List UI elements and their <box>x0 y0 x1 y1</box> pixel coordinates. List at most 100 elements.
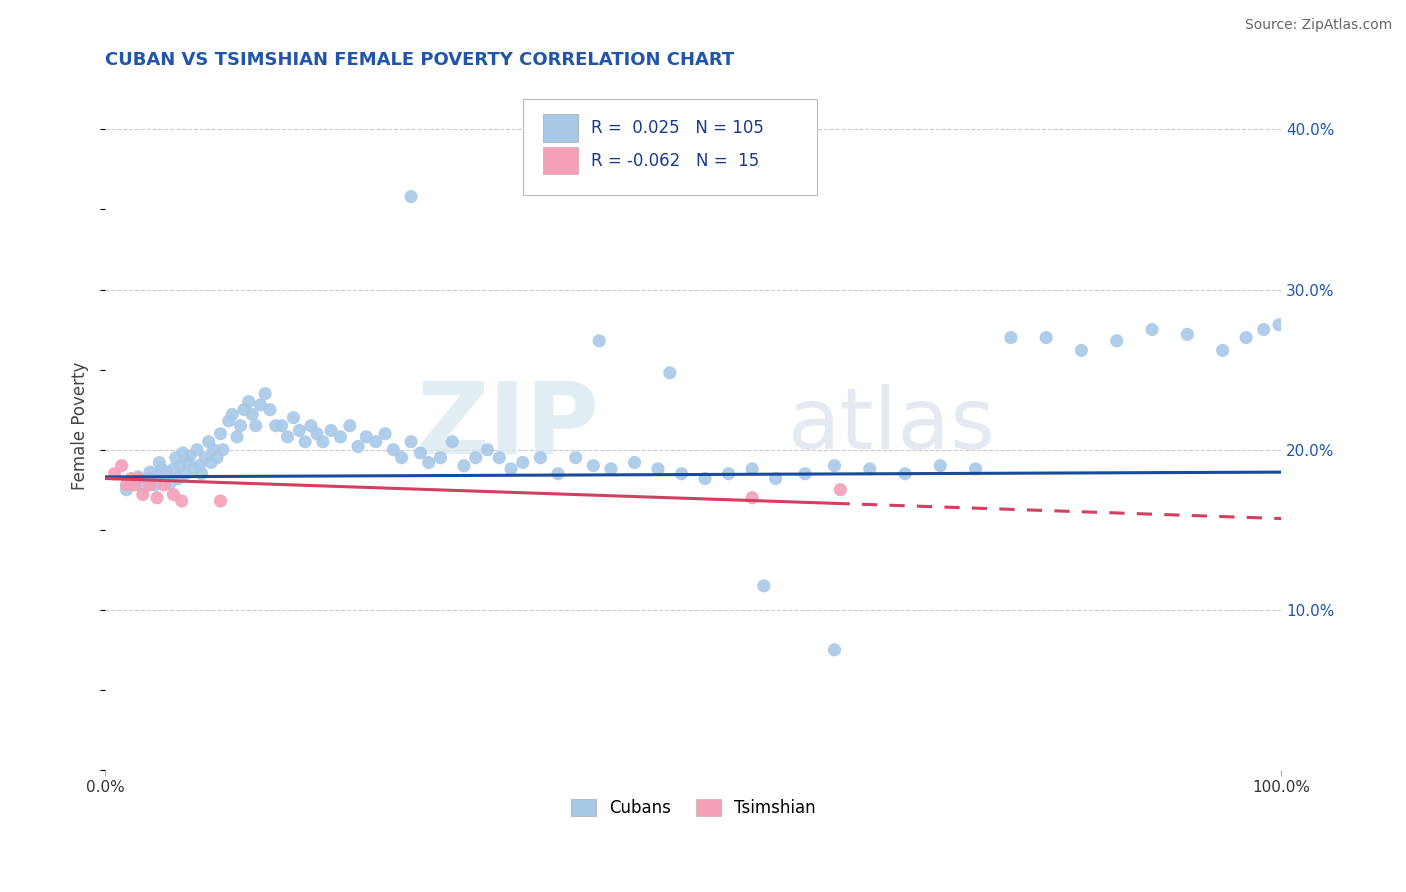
Point <box>312 434 335 449</box>
Point <box>132 481 155 495</box>
Point <box>717 467 740 481</box>
Point <box>249 398 271 412</box>
Point <box>238 394 260 409</box>
Bar <box>543 114 578 142</box>
Point <box>1268 318 1291 332</box>
Point <box>226 430 249 444</box>
Point <box>1175 327 1198 342</box>
Point <box>418 456 440 470</box>
Point <box>588 334 610 348</box>
Text: Source: ZipAtlas.com: Source: ZipAtlas.com <box>1244 18 1392 32</box>
Point <box>165 450 187 465</box>
Point <box>305 426 328 441</box>
Point <box>429 450 451 465</box>
Point <box>299 418 322 433</box>
Point <box>1035 330 1057 344</box>
Point <box>124 478 146 492</box>
Point <box>136 471 159 485</box>
Point <box>1234 330 1257 344</box>
Point <box>409 446 432 460</box>
Point <box>741 462 763 476</box>
Point <box>399 189 422 203</box>
Point <box>194 450 217 465</box>
Point <box>1212 343 1234 358</box>
Point <box>162 462 184 476</box>
Point <box>582 458 605 473</box>
Point <box>319 424 342 438</box>
Point <box>179 449 201 463</box>
Point <box>1253 322 1275 336</box>
Point <box>441 434 464 449</box>
Point <box>382 442 405 457</box>
Point <box>259 402 281 417</box>
Point <box>356 430 378 444</box>
Point <box>146 491 169 505</box>
Point <box>132 487 155 501</box>
Y-axis label: Female Poverty: Female Poverty <box>72 361 89 490</box>
Point <box>658 366 681 380</box>
Point <box>512 456 534 470</box>
Point <box>399 434 422 449</box>
Point <box>283 410 305 425</box>
Point <box>197 434 219 449</box>
Point <box>264 418 287 433</box>
Point <box>162 487 184 501</box>
Text: R = -0.062   N =  15: R = -0.062 N = 15 <box>591 152 759 169</box>
Point <box>148 456 170 470</box>
Point <box>176 456 198 470</box>
Point <box>174 467 197 481</box>
Point <box>115 478 138 492</box>
Point <box>464 450 486 465</box>
Point <box>127 470 149 484</box>
Point <box>240 408 263 422</box>
Point <box>146 468 169 483</box>
Text: ZIP: ZIP <box>416 377 599 475</box>
Point <box>139 478 162 492</box>
Point <box>859 462 882 476</box>
Point <box>600 462 623 476</box>
Point <box>221 408 243 422</box>
Point <box>186 442 208 457</box>
Point <box>209 494 232 508</box>
Point <box>205 450 228 465</box>
Point <box>143 478 166 492</box>
Point <box>200 456 222 470</box>
Point <box>120 471 142 485</box>
Point <box>183 462 205 476</box>
Point <box>122 475 145 489</box>
Point <box>276 430 298 444</box>
Point <box>254 386 277 401</box>
Point <box>245 418 267 433</box>
Point <box>499 462 522 476</box>
Point <box>1000 330 1022 344</box>
Point <box>823 643 845 657</box>
Point <box>823 458 845 473</box>
Point <box>965 462 987 476</box>
Text: R =  0.025   N = 105: R = 0.025 N = 105 <box>591 120 763 137</box>
Point <box>1105 334 1128 348</box>
Point <box>211 442 233 457</box>
Point <box>209 426 232 441</box>
Point <box>765 471 787 485</box>
Point <box>894 467 917 481</box>
Text: CUBAN VS TSIMSHIAN FEMALE POVERTY CORRELATION CHART: CUBAN VS TSIMSHIAN FEMALE POVERTY CORREL… <box>105 51 734 69</box>
Point <box>564 450 586 465</box>
Point <box>172 446 194 460</box>
Point <box>139 465 162 479</box>
Point <box>623 456 645 470</box>
Point <box>374 426 396 441</box>
Point <box>127 471 149 485</box>
Point <box>529 450 551 465</box>
Point <box>169 458 191 473</box>
Point <box>1070 343 1092 358</box>
Point <box>233 402 256 417</box>
Point <box>488 450 510 465</box>
Point <box>190 467 212 481</box>
Point <box>329 430 352 444</box>
Point <box>104 467 127 481</box>
Bar <box>543 147 578 174</box>
Point <box>453 458 475 473</box>
Point <box>1140 322 1163 336</box>
Point <box>477 442 499 457</box>
Point <box>830 483 852 497</box>
